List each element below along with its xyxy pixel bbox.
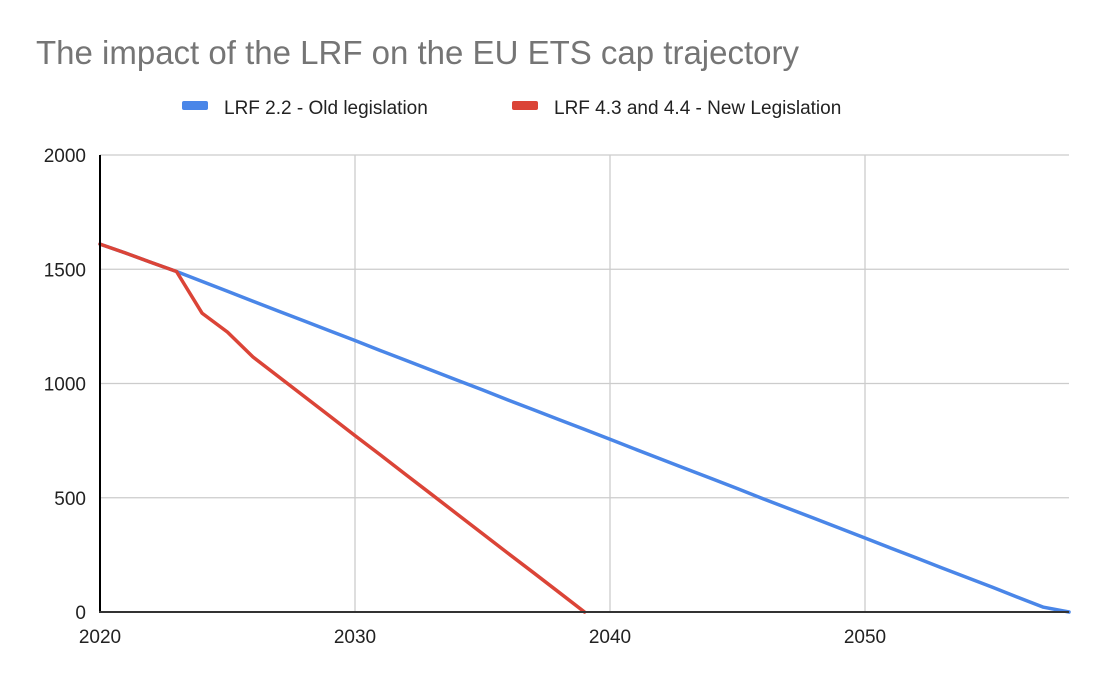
series-line-0 [98,242,1071,614]
x-tick-label: 2040 [589,627,631,648]
legend: LRF 2.2 - Old legislation LRF 4.3 and 4.4… [182,98,841,119]
y-tick-label: 2000 [44,146,86,167]
series-line-1 [98,242,587,614]
gridlines [100,154,1069,612]
legend-swatch [182,101,208,110]
y-tick-label: 1500 [44,260,86,281]
x-tick-label: 2030 [334,627,376,648]
x-tick-label: 2020 [79,627,121,648]
legend-item-0: LRF 2.2 - Old legislation [182,98,428,119]
series-lines [98,242,1071,614]
y-tick-label: 500 [54,489,86,510]
tick-labels: 0 500 1000 1500 2000 2020 2030 2040 2050 [44,146,886,648]
y-tick-label: 1000 [44,375,86,396]
chart-title: The impact of the LRF on the EU ETS cap … [36,34,799,71]
legend-swatch [512,101,538,110]
legend-label: LRF 2.2 - Old legislation [224,98,428,119]
x-tick-label: 2050 [844,627,886,648]
axes [99,155,1069,613]
legend-label: LRF 4.3 and 4.4 - New Legislation [554,98,841,119]
y-tick-label: 0 [75,603,86,624]
legend-item-1: LRF 4.3 and 4.4 - New Legislation [512,98,841,119]
